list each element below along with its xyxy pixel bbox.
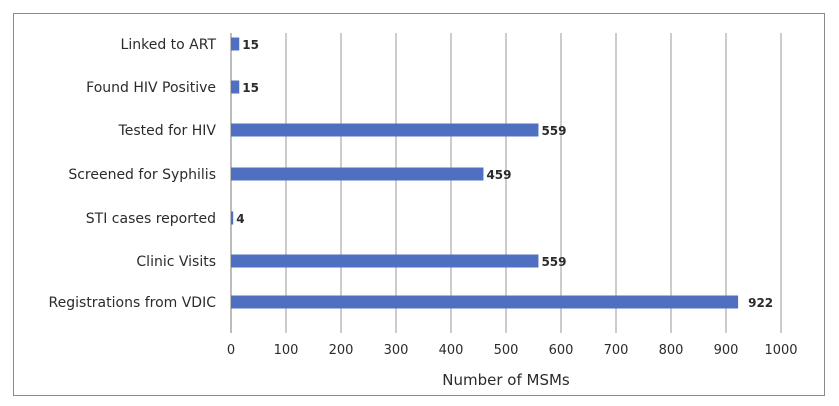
category-labels: Linked to ART Found HIV Positive Tested fo… (49, 37, 217, 311)
data-label: 559 (541, 124, 566, 138)
data-label: 15 (242, 81, 259, 95)
category-label: Screened for Syphilis (68, 167, 216, 183)
x-tick-label: 200 (329, 343, 354, 358)
bar (231, 254, 539, 268)
data-label: 15 (242, 38, 259, 52)
category-label: Linked to ART (121, 37, 217, 53)
bar (231, 123, 539, 137)
x-tick-label: 0 (227, 343, 235, 358)
data-labels: 15 15 559 459 4 559 922 (236, 38, 773, 310)
bar (231, 167, 484, 181)
category-label: Tested for HIV (118, 123, 217, 139)
x-tick-label: 900 (714, 343, 739, 358)
category-label: Found HIV Positive (86, 80, 216, 96)
x-tick-label: 800 (659, 343, 684, 358)
x-tick-label: 300 (384, 343, 409, 358)
category-label: STI cases reported (86, 211, 216, 227)
x-axis-title: Number of MSMs (442, 371, 570, 389)
data-label: 459 (486, 168, 511, 182)
category-label: Registrations from VDIC (49, 295, 217, 311)
data-label: 922 (748, 296, 773, 310)
bar (231, 295, 739, 309)
x-tick-labels: 0 100 200 300 400 500 600 700 800 900 1000 (227, 343, 798, 358)
bar (231, 37, 240, 51)
chart-frame (13, 13, 825, 396)
bar (231, 80, 240, 94)
bars (231, 37, 739, 309)
data-label: 4 (236, 212, 244, 226)
x-tick-label: 700 (604, 343, 629, 358)
x-tick-label: 600 (549, 343, 574, 358)
gridlines (230, 33, 782, 333)
data-label: 559 (541, 255, 566, 269)
x-tick-label: 400 (439, 343, 464, 358)
category-label: Clinic Visits (136, 254, 216, 270)
x-tick-label: 1000 (764, 343, 797, 358)
x-tick-label: 500 (494, 343, 519, 358)
bar (231, 211, 234, 225)
x-tick-label: 100 (274, 343, 299, 358)
